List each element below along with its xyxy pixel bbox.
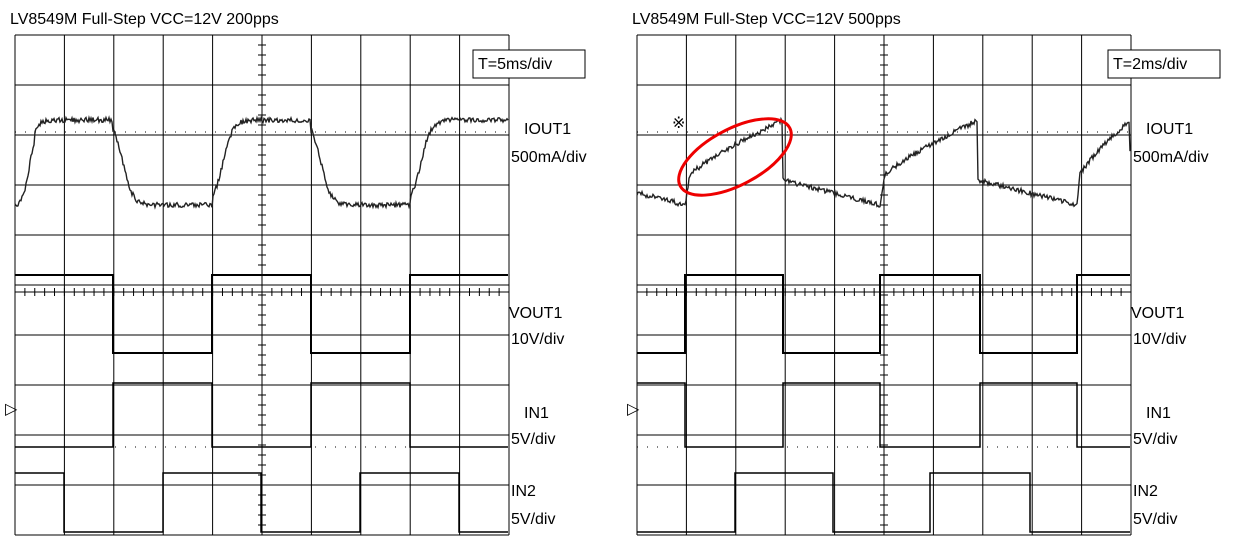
channel-scale: 5V/div: [1133, 511, 1177, 528]
channel-scale: 5V/div: [511, 511, 555, 528]
in2-trace: [15, 473, 508, 532]
channel-scale: 10V/div: [511, 331, 564, 348]
panel-title: LV8549M Full-Step VCC=12V 200pps: [10, 11, 279, 28]
channel-name: IOUT1: [1146, 121, 1193, 138]
scope-screens: LV8549M Full-Step VCC=12V 200pps ▷ T=5ms/d…: [0, 0, 1241, 540]
timebase-label: T=2ms/div: [1113, 56, 1187, 73]
ground-marker: ▷: [627, 401, 640, 418]
ground-marker: ▷: [5, 401, 18, 418]
channel-name: IN1: [1146, 405, 1171, 422]
channel-name: IN2: [511, 483, 536, 500]
channel-name: IN2: [1133, 483, 1158, 500]
channel-scale: 5V/div: [511, 431, 555, 448]
scope-panel: LV8549M Full-Step VCC=12V 500pps ▷ T=2ms/d…: [627, 11, 1220, 535]
scope-panel: LV8549M Full-Step VCC=12V 200pps ▷ T=5ms/d…: [5, 11, 587, 535]
channel-name: VOUT1: [1131, 305, 1184, 322]
channel-name: IN1: [524, 405, 549, 422]
channel-name: VOUT1: [509, 305, 562, 322]
timebase-label: T=5ms/div: [478, 56, 552, 73]
channel-name: IOUT1: [524, 121, 571, 138]
channel-scale: 10V/div: [1133, 331, 1186, 348]
highlight-marker: ※: [672, 115, 685, 132]
panel-title: LV8549M Full-Step VCC=12V 500pps: [632, 11, 901, 28]
channel-scale: 500mA/div: [511, 149, 587, 166]
channel-scale: 500mA/div: [1133, 149, 1209, 166]
channel-scale: 5V/div: [1133, 431, 1177, 448]
